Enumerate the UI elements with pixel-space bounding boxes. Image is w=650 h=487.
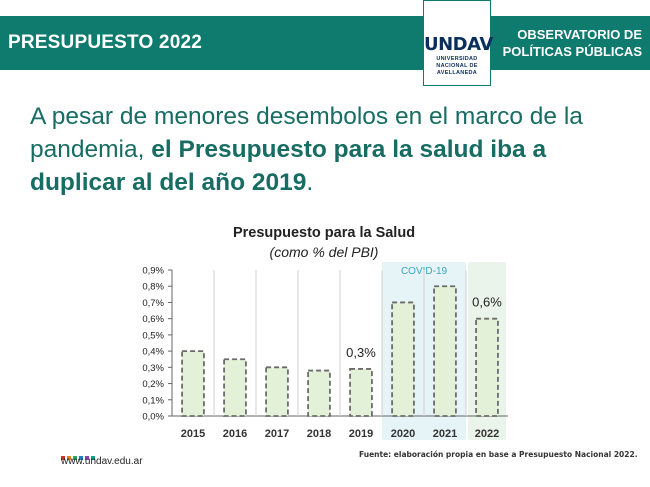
x-tick-label: 2018 [307, 428, 331, 440]
y-tick-label: 0,0% [142, 412, 164, 423]
bar-2022 [475, 317, 499, 417]
y-tick-label: 0,9% [142, 266, 164, 277]
brand-dot [61, 456, 65, 460]
data-label-2022: 0,6% [472, 295, 502, 310]
y-tick-label: 0,3% [142, 363, 164, 374]
x-tick-label: 2016 [223, 428, 247, 440]
headline: A pesar de menores desembolos en el marc… [30, 100, 630, 199]
bar-2016 [223, 358, 247, 417]
x-tick-label: 2019 [349, 428, 373, 440]
data-label-2019: 0,3% [346, 345, 376, 360]
footer-source: Fuente: elaboración propia en base a Pre… [359, 450, 638, 459]
page-title: PRESUPUESTO 2022 [8, 32, 202, 53]
y-tick-label: 0,8% [142, 282, 164, 293]
observatorio-line2: POLÍTICAS PÚBLICAS [502, 44, 642, 59]
bar-2021 [433, 285, 457, 417]
header-band [0, 16, 650, 70]
y-tick-label: 0,2% [142, 379, 164, 390]
logo-sub2: NACIONAL DE [436, 63, 478, 69]
x-tick-label: 2015 [181, 428, 205, 440]
brand-dot [85, 456, 89, 460]
headline-part1: A pesar de menores desembolos en el marc… [30, 103, 583, 163]
x-tick-label: 2021 [433, 428, 457, 440]
headline-emphasis: el Presupuesto para la salud iba a dupli… [30, 136, 547, 196]
brand-dot [73, 456, 77, 460]
headline-part3: . [306, 169, 314, 196]
x-tick-label: 2017 [265, 428, 289, 440]
logo-sub1: UNIVERSIDAD [436, 56, 478, 62]
logo-sub3: AVELLANEDA [436, 70, 478, 76]
y-tick-label: 0,7% [142, 298, 164, 309]
chart-title: Presupuesto para la Salud [233, 225, 415, 241]
observatorio-title: OBSERVATORIO DE POLÍTICAS PÚBLICAS [503, 26, 642, 60]
y-tick-label: 0,1% [142, 395, 164, 406]
x-tick-label: 2022 [475, 428, 499, 440]
footer-url: www.undav.edu.ar [61, 456, 143, 467]
y-tick-label: 0,5% [142, 330, 164, 341]
bar-2020 [391, 301, 415, 417]
bar-2019 [349, 368, 373, 417]
brand-dot [67, 456, 71, 460]
undav-logo: UNDAV UNIVERSIDAD NACIONAL DE AVELLANEDA [423, 0, 493, 86]
bar-2018 [307, 369, 331, 417]
brand-dot [79, 456, 83, 460]
bar-2017 [265, 366, 289, 417]
bar-2015 [181, 350, 205, 417]
chart-subtitle: (como % del PBI) [270, 244, 379, 260]
x-tick-label: 2020 [391, 428, 415, 440]
logo-mark: UNDAV [424, 34, 493, 55]
brand-dot [91, 456, 95, 460]
observatorio-line1: OBSERVATORIO DE [517, 27, 642, 42]
y-tick-label: 0,6% [142, 314, 164, 325]
brand-dots [61, 447, 97, 465]
y-tick-label: 0,4% [142, 347, 164, 358]
